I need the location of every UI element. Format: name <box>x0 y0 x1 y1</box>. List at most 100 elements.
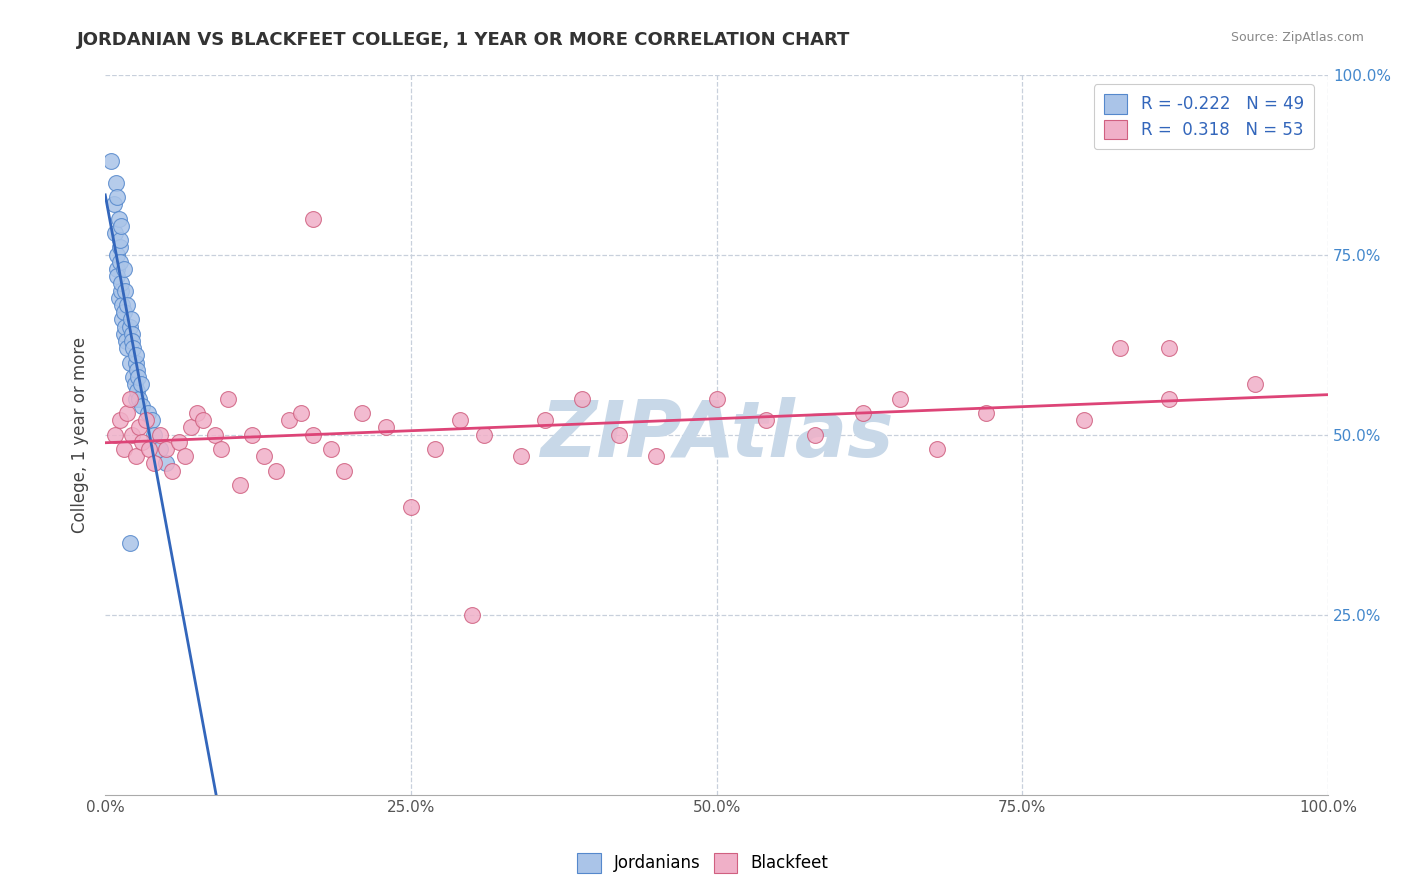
Point <box>118 355 141 369</box>
Point <box>209 442 232 456</box>
Point <box>974 406 997 420</box>
Point <box>125 348 148 362</box>
Point <box>125 392 148 406</box>
Point <box>111 312 134 326</box>
Point <box>571 392 593 406</box>
Point <box>112 326 135 341</box>
Point <box>155 442 177 456</box>
Point <box>118 535 141 549</box>
Point <box>107 269 129 284</box>
Point <box>122 370 145 384</box>
Point <box>107 247 129 261</box>
Point <box>925 442 948 456</box>
Point <box>277 413 299 427</box>
Point <box>121 334 143 348</box>
Point <box>127 370 149 384</box>
Point <box>107 262 129 277</box>
Point <box>1109 341 1132 355</box>
Point <box>143 457 166 471</box>
Point <box>108 240 131 254</box>
Point <box>155 457 177 471</box>
Point <box>131 434 153 449</box>
Point <box>1073 413 1095 427</box>
Point <box>110 277 132 291</box>
Point <box>128 420 150 434</box>
Point <box>461 607 484 622</box>
Point <box>107 190 129 204</box>
Point <box>706 392 728 406</box>
Point <box>644 449 666 463</box>
Point <box>449 413 471 427</box>
Point <box>534 413 557 427</box>
Point <box>755 413 778 427</box>
Point <box>852 406 875 420</box>
Point <box>110 284 132 298</box>
Point <box>111 298 134 312</box>
Point <box>122 341 145 355</box>
Point <box>162 464 184 478</box>
Point <box>125 355 148 369</box>
Point <box>607 427 630 442</box>
Point <box>125 363 148 377</box>
Y-axis label: College, 1 year or more: College, 1 year or more <box>72 336 89 533</box>
Point <box>108 233 131 247</box>
Text: ZIPAtlas: ZIPAtlas <box>540 397 893 473</box>
Point <box>1159 341 1181 355</box>
Point <box>108 413 131 427</box>
Legend: Jordanians, Blackfeet: Jordanians, Blackfeet <box>571 847 835 880</box>
Point <box>217 392 239 406</box>
Point <box>350 406 373 420</box>
Point <box>114 284 136 298</box>
Point <box>141 413 163 427</box>
Point <box>103 197 125 211</box>
Point <box>105 176 128 190</box>
Point <box>240 427 263 442</box>
Point <box>115 334 138 348</box>
Point <box>107 291 129 305</box>
Point <box>124 377 146 392</box>
Point <box>136 406 159 420</box>
Point <box>121 326 143 341</box>
Point <box>110 219 132 233</box>
Point <box>321 442 343 456</box>
Point <box>115 341 138 355</box>
Point <box>149 442 172 456</box>
Point <box>167 434 190 449</box>
Point <box>112 305 135 319</box>
Point <box>104 427 127 442</box>
Legend: R = -0.222   N = 49, R =  0.318   N = 53: R = -0.222 N = 49, R = 0.318 N = 53 <box>1094 84 1313 150</box>
Point <box>108 254 131 268</box>
Point <box>143 427 166 442</box>
Point <box>135 413 157 427</box>
Point <box>266 464 288 478</box>
Point <box>803 427 825 442</box>
Point <box>425 442 447 456</box>
Point <box>472 427 495 442</box>
Point <box>1243 377 1265 392</box>
Point <box>112 442 135 456</box>
Point <box>173 449 195 463</box>
Point <box>115 406 138 420</box>
Point <box>510 449 533 463</box>
Point <box>120 312 142 326</box>
Point <box>375 420 398 434</box>
Point <box>100 153 122 168</box>
Point <box>149 427 172 442</box>
Point <box>107 211 129 226</box>
Point <box>1159 392 1181 406</box>
Point <box>125 384 148 399</box>
Point <box>302 427 325 442</box>
Point <box>229 478 252 492</box>
Point <box>121 427 143 442</box>
Point <box>332 464 354 478</box>
Text: Source: ZipAtlas.com: Source: ZipAtlas.com <box>1230 31 1364 45</box>
Point <box>253 449 276 463</box>
Point <box>115 298 138 312</box>
Point <box>128 392 150 406</box>
Point <box>889 392 911 406</box>
Point <box>118 392 141 406</box>
Point <box>302 211 325 226</box>
Point <box>114 319 136 334</box>
Point <box>138 442 160 456</box>
Point <box>131 399 153 413</box>
